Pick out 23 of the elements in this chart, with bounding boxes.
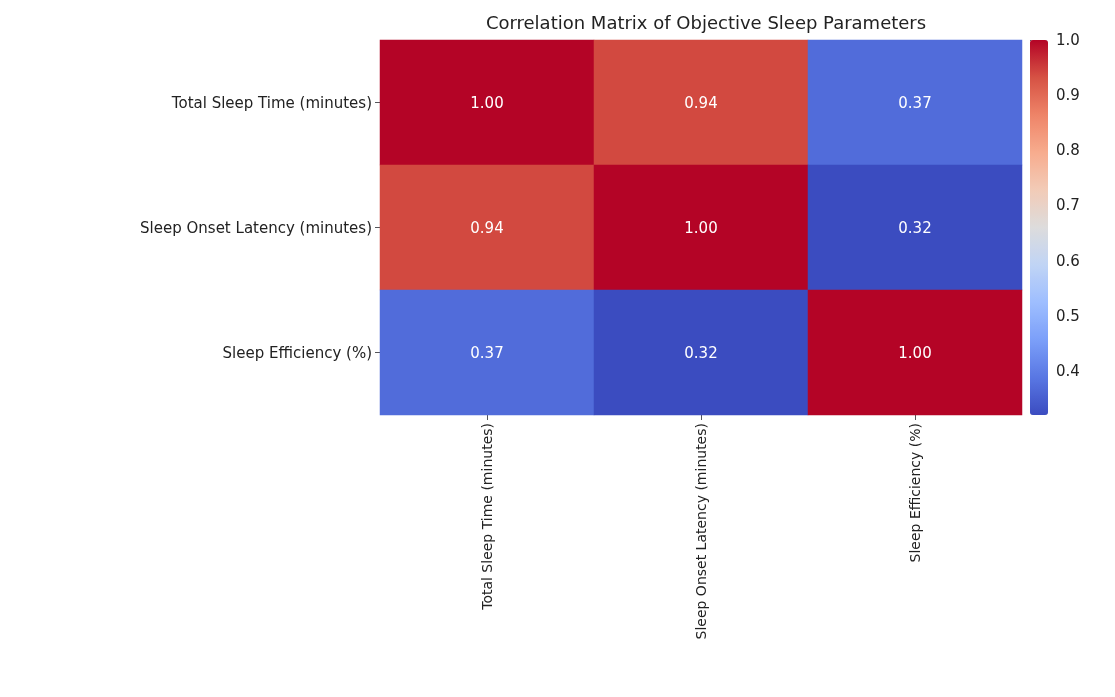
data-label: 0.94	[684, 93, 718, 112]
color-bar-label: 1.0	[1056, 31, 1080, 49]
data-label: 0.94	[470, 218, 504, 237]
color-bar-label: 0.5	[1056, 306, 1080, 325]
data-label: 0.32	[684, 343, 718, 362]
color-bar-label: 0.9	[1056, 86, 1080, 105]
y-tick-label: Sleep Onset Latency (minutes)	[140, 218, 372, 237]
data-label: 1.00	[684, 218, 718, 237]
color-bar-label: 0.7	[1056, 196, 1080, 215]
y-tick-label: Sleep Efficiency (%)	[222, 343, 372, 362]
color-bar-label: 0.6	[1056, 251, 1080, 270]
x-tick-label: Total Sleep Time (minutes)	[479, 423, 495, 611]
data-label: 0.37	[470, 343, 504, 362]
x-tick-label: Sleep Onset Latency (minutes)	[693, 423, 709, 640]
data-label: 1.00	[470, 93, 504, 112]
data-label: 0.32	[898, 218, 932, 237]
y-tick-label: Total Sleep Time (minutes)	[170, 93, 372, 112]
data-label: 0.37	[898, 93, 932, 112]
data-label: 1.00	[898, 343, 932, 362]
color-bar-label: 0.8	[1056, 141, 1080, 160]
color-bar-label: 0.4	[1056, 361, 1080, 380]
chart-title: Correlation Matrix of Objective Sleep Parameters	[485, 11, 927, 33]
x-tick-label: Sleep Efficiency (%)	[907, 423, 923, 563]
